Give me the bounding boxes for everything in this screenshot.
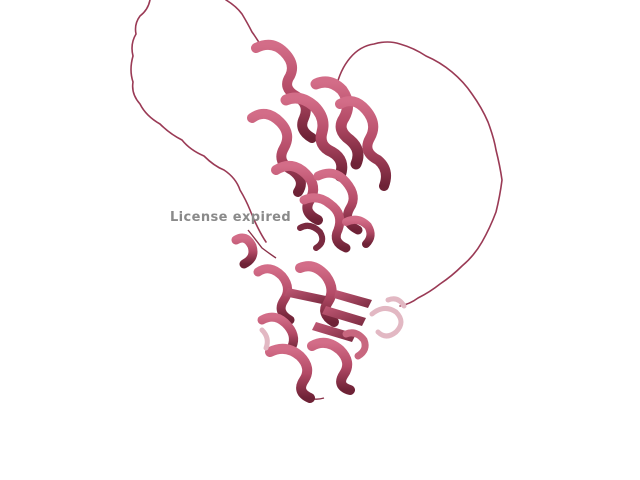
helix-small-left xyxy=(231,233,258,269)
license-watermark: License expired xyxy=(170,210,292,225)
loop-coil-left xyxy=(130,0,267,243)
loop-coil-right xyxy=(335,41,503,307)
alpha-beta-domain-lower xyxy=(253,261,372,403)
helix-domain-upper xyxy=(247,39,391,253)
faded-loop-region xyxy=(259,296,407,351)
loop-coil-top xyxy=(225,0,263,49)
